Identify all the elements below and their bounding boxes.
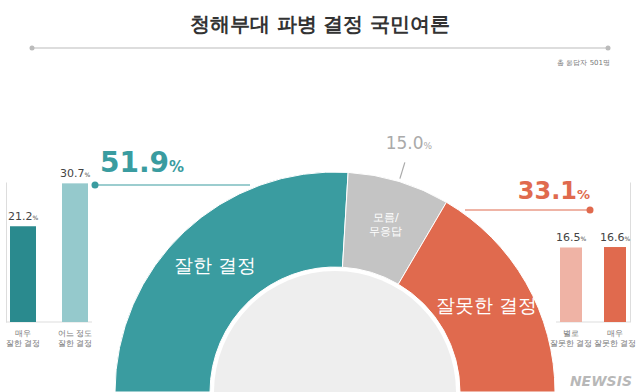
bar bbox=[10, 226, 36, 322]
value-label-unit: % bbox=[424, 141, 433, 151]
leader-line bbox=[95, 184, 250, 185]
title: 청해부대 파병 결정 국민여론 bbox=[190, 12, 451, 36]
bar-value-label: 16.5% bbox=[556, 231, 587, 244]
bars bbox=[560, 247, 626, 322]
value-label-number: 15.0 bbox=[386, 133, 424, 153]
subtitle: 총 응답자 501명 bbox=[557, 59, 610, 67]
value-label-unit: % bbox=[580, 235, 586, 242]
category-label: 잘못한 결정 bbox=[436, 294, 537, 316]
bar bbox=[604, 247, 626, 322]
leader-dot bbox=[587, 207, 594, 214]
category-label-line: 잘한 결정 bbox=[6, 339, 40, 348]
value-label-number: 16.6 bbox=[600, 231, 625, 244]
bars bbox=[10, 183, 88, 322]
title-rule-dot bbox=[606, 46, 611, 51]
bar bbox=[62, 183, 88, 322]
value-label-unit: % bbox=[32, 214, 38, 221]
value-label: 51.9% bbox=[100, 146, 184, 179]
bar-value-label: 16.6% bbox=[600, 231, 631, 244]
value-label-number: 30.7 bbox=[60, 167, 85, 180]
category-label-line: 매우 bbox=[607, 329, 623, 338]
chart: 청해부대 파병 결정 국민여론총 응답자 501명잘한 결정 모름/무응답잘못한 … bbox=[0, 0, 640, 392]
category-label-line: 잘한 결정 bbox=[58, 339, 92, 348]
axis-line bbox=[630, 183, 631, 323]
watermark: NEWSIS bbox=[570, 373, 632, 389]
value-label-number: 33.1 bbox=[518, 177, 577, 205]
title-rule bbox=[32, 48, 608, 49]
category-label-line: 잘못한 결정 bbox=[550, 339, 592, 348]
category-label-line: 잘못한 결정 bbox=[594, 339, 636, 348]
category-label: 모름/무응답 bbox=[369, 211, 402, 238]
value-label-number: 51.9 bbox=[100, 146, 169, 179]
value-label-unit: % bbox=[84, 171, 90, 178]
leader-line bbox=[465, 209, 590, 210]
category-label-line: 매우 bbox=[15, 329, 31, 338]
value-label-unit: % bbox=[577, 187, 590, 202]
bar-value-label: 30.7% bbox=[60, 167, 91, 180]
category-label-line: 별로 bbox=[563, 329, 579, 338]
category-label: 매우잘한 결정 bbox=[6, 329, 40, 348]
value-label: 15.0% bbox=[386, 133, 433, 153]
inner-hole bbox=[214, 271, 456, 392]
axis-line bbox=[6, 183, 7, 323]
y-axis bbox=[630, 183, 631, 323]
category-label-line: 무응답 bbox=[369, 225, 402, 238]
leader-line bbox=[400, 162, 405, 178]
category-label: 잘한 결정 bbox=[174, 254, 256, 276]
category-label: 어느 정도잘한 결정 bbox=[58, 329, 92, 348]
pie: 잘한 결정 모름/무응답잘못한 결정 bbox=[115, 172, 555, 392]
value-label-number: 16.5 bbox=[556, 231, 581, 244]
value-label-number: 21.2 bbox=[8, 210, 33, 223]
category-label: 별로잘못한 결정 bbox=[550, 329, 592, 348]
category-label: 매우잘못한 결정 bbox=[594, 329, 636, 348]
bar-value-label: 21.2% bbox=[8, 210, 39, 223]
category-label-line: 어느 정도 bbox=[58, 329, 92, 338]
category-label-line: 모름/ bbox=[373, 211, 399, 224]
leader-dot bbox=[92, 182, 99, 189]
y-axis bbox=[6, 183, 7, 323]
title-rule-dot bbox=[30, 46, 35, 51]
value-label: 33.1% bbox=[518, 177, 590, 205]
bar bbox=[560, 247, 582, 322]
value-label-unit: % bbox=[624, 235, 630, 242]
value-label-unit: % bbox=[169, 158, 184, 176]
